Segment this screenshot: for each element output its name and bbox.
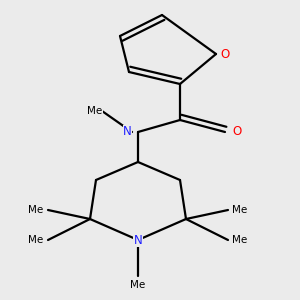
Text: Me: Me bbox=[232, 235, 247, 245]
Text: Me: Me bbox=[87, 106, 102, 116]
Text: Me: Me bbox=[28, 235, 44, 245]
Text: Me: Me bbox=[232, 205, 247, 215]
Text: O: O bbox=[232, 125, 242, 139]
Text: Me: Me bbox=[28, 205, 44, 215]
Text: Me: Me bbox=[130, 280, 146, 290]
Text: N: N bbox=[123, 125, 132, 139]
Text: O: O bbox=[220, 47, 230, 61]
Text: N: N bbox=[134, 233, 142, 247]
